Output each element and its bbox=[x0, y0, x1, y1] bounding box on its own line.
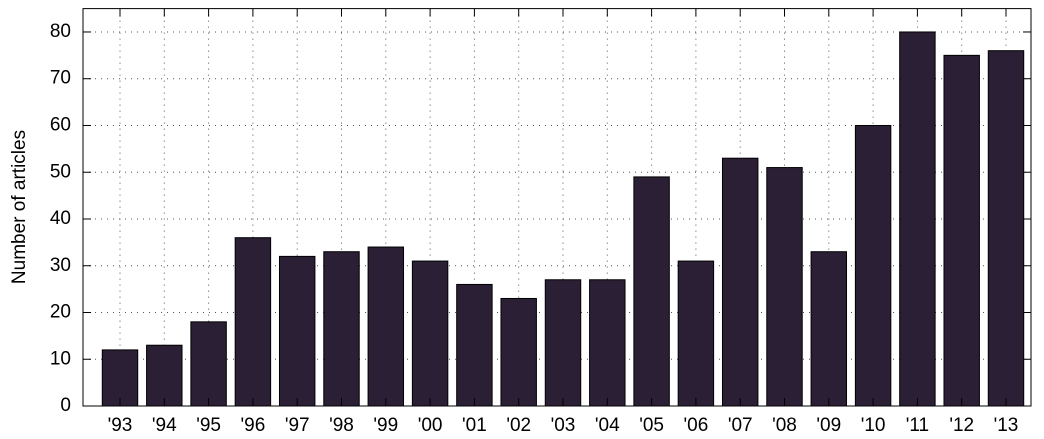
y-tick-label: 30 bbox=[50, 255, 71, 276]
x-tick-label: '00 bbox=[418, 415, 443, 436]
bar bbox=[411, 260, 449, 407]
bar bbox=[278, 255, 316, 407]
bar bbox=[323, 251, 360, 407]
x-tick-label: '13 bbox=[994, 415, 1019, 436]
x-tick-label: '07 bbox=[728, 415, 753, 436]
x-tick-label: '11 bbox=[906, 415, 929, 436]
y-tick-label: 60 bbox=[50, 114, 71, 135]
bar bbox=[456, 283, 493, 407]
x-tick-label: '96 bbox=[241, 415, 266, 436]
bar bbox=[987, 50, 1025, 407]
bar bbox=[721, 157, 759, 407]
x-tick-label: '12 bbox=[949, 415, 974, 436]
bar bbox=[766, 167, 803, 407]
y-tick-label: 40 bbox=[50, 208, 71, 229]
y-tick-label: 10 bbox=[50, 348, 71, 369]
x-tick-label: '10 bbox=[861, 415, 886, 436]
x-tick-label: '95 bbox=[196, 415, 221, 436]
bar bbox=[589, 279, 626, 407]
x-tick-label: '94 bbox=[152, 415, 177, 436]
y-tick-label: 20 bbox=[50, 302, 71, 323]
bar bbox=[633, 176, 670, 407]
x-tick-label: '09 bbox=[816, 415, 841, 436]
bar bbox=[146, 344, 183, 407]
y-tick-label: 50 bbox=[50, 161, 71, 182]
y-axis-label: Number of articles bbox=[9, 130, 30, 284]
x-tick-label: '93 bbox=[108, 415, 133, 436]
x-tick-label: '98 bbox=[329, 415, 354, 436]
x-tick-label: '02 bbox=[506, 415, 531, 436]
bar bbox=[544, 279, 582, 407]
x-tick-label: '04 bbox=[595, 415, 620, 436]
bar bbox=[234, 237, 272, 407]
x-tick-label: '99 bbox=[373, 415, 398, 436]
bar bbox=[854, 124, 892, 407]
y-tick-label: 70 bbox=[50, 68, 71, 89]
bar bbox=[810, 251, 848, 407]
bar bbox=[899, 31, 936, 407]
x-tick-label: '03 bbox=[551, 415, 576, 436]
y-tick-label: 0 bbox=[60, 395, 71, 416]
plot-frame bbox=[82, 8, 1032, 407]
bar bbox=[190, 321, 227, 407]
bar bbox=[500, 297, 537, 407]
x-tick-label: '97 bbox=[285, 415, 310, 436]
x-tick-label: '01 bbox=[462, 415, 487, 436]
bar bbox=[367, 246, 405, 407]
y-tick-label: 80 bbox=[50, 21, 71, 42]
bar bbox=[677, 260, 715, 407]
bar bbox=[943, 54, 980, 407]
x-tick-label: '05 bbox=[639, 415, 664, 436]
x-tick-label: '08 bbox=[772, 415, 797, 436]
x-tick-label: '06 bbox=[684, 415, 709, 436]
bar bbox=[101, 349, 139, 407]
